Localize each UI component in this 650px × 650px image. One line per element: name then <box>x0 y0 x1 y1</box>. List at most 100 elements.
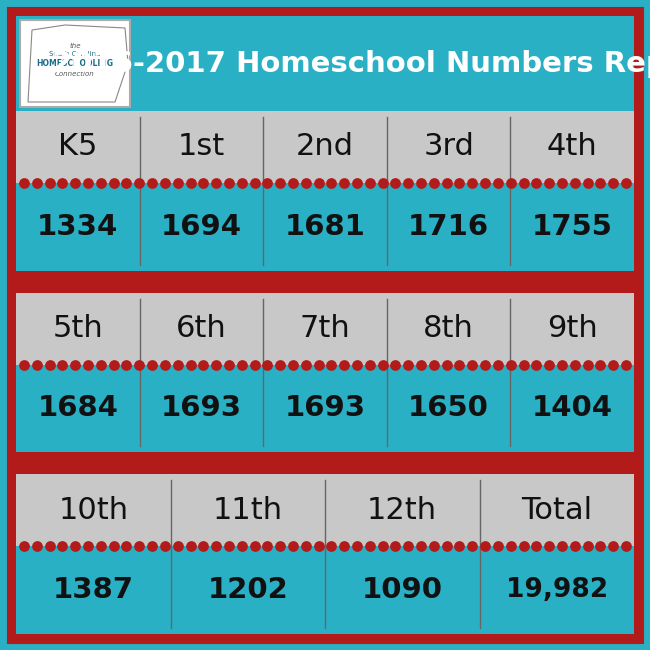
Point <box>134 359 144 370</box>
Point <box>441 541 452 551</box>
Text: 1404: 1404 <box>532 395 613 423</box>
Text: the: the <box>70 42 81 49</box>
Point <box>403 541 413 551</box>
Point <box>57 177 68 188</box>
Text: 1650: 1650 <box>408 395 489 423</box>
Point <box>313 359 324 370</box>
Text: Total: Total <box>521 496 592 525</box>
Point <box>288 177 298 188</box>
Point <box>608 359 618 370</box>
Point <box>454 359 465 370</box>
Point <box>518 541 528 551</box>
Point <box>608 541 618 551</box>
Text: 8th: 8th <box>423 314 474 343</box>
Point <box>493 177 503 188</box>
Point <box>172 359 183 370</box>
Point <box>172 177 183 188</box>
Point <box>595 359 606 370</box>
Point <box>480 177 490 188</box>
Bar <box>20 20 130 107</box>
Point <box>185 359 196 370</box>
Point <box>313 541 324 551</box>
Point <box>185 541 196 551</box>
Point <box>339 177 350 188</box>
Point <box>300 359 311 370</box>
Point <box>96 541 106 551</box>
Point <box>224 177 234 188</box>
Point <box>147 541 157 551</box>
Point <box>262 177 272 188</box>
Point <box>544 359 554 370</box>
Point <box>569 359 580 370</box>
Text: 12th: 12th <box>367 496 437 525</box>
Text: 1202: 1202 <box>207 576 288 604</box>
Point <box>428 359 439 370</box>
Point <box>224 359 234 370</box>
Text: 1694: 1694 <box>161 213 242 240</box>
Bar <box>16 183 634 270</box>
Point <box>300 541 311 551</box>
Point <box>288 359 298 370</box>
Point <box>480 541 490 551</box>
Bar <box>16 546 634 634</box>
Bar <box>16 111 634 183</box>
Point <box>147 359 157 370</box>
Point <box>493 541 503 551</box>
Point <box>83 541 93 551</box>
Point <box>262 541 272 551</box>
Point <box>365 177 375 188</box>
Point <box>44 359 55 370</box>
Point <box>70 359 81 370</box>
Point <box>339 359 350 370</box>
Point <box>582 359 593 370</box>
Point <box>569 541 580 551</box>
Point <box>109 359 119 370</box>
Point <box>288 541 298 551</box>
Point <box>518 359 528 370</box>
Point <box>582 541 593 551</box>
Point <box>109 177 119 188</box>
Point <box>365 359 375 370</box>
Point <box>506 359 516 370</box>
Point <box>224 541 234 551</box>
Point <box>441 177 452 188</box>
Point <box>211 359 222 370</box>
Point <box>19 359 29 370</box>
Point <box>326 359 337 370</box>
Point <box>134 177 144 188</box>
Point <box>390 359 400 370</box>
Point <box>428 541 439 551</box>
Text: 1334: 1334 <box>37 213 118 240</box>
Point <box>250 541 260 551</box>
Bar <box>16 474 634 546</box>
Text: 1681: 1681 <box>285 213 365 240</box>
Text: 1693: 1693 <box>285 395 365 423</box>
Point <box>378 541 388 551</box>
Point <box>83 177 93 188</box>
Point <box>275 541 285 551</box>
Point <box>44 177 55 188</box>
Point <box>493 359 503 370</box>
Point <box>428 177 439 188</box>
Bar <box>16 270 634 292</box>
Point <box>467 177 478 188</box>
Point <box>352 541 362 551</box>
Point <box>531 177 541 188</box>
Text: South Carolina: South Carolina <box>49 51 101 57</box>
Point <box>96 359 106 370</box>
Point <box>160 541 170 551</box>
Point <box>172 541 183 551</box>
Point <box>467 541 478 551</box>
Point <box>198 359 209 370</box>
Point <box>390 541 400 551</box>
Point <box>582 177 593 188</box>
Point <box>390 177 400 188</box>
Text: 2016-2017 Homeschool Numbers Report: 2016-2017 Homeschool Numbers Report <box>51 49 650 77</box>
Text: 1684: 1684 <box>37 395 118 423</box>
Point <box>569 177 580 188</box>
Point <box>19 541 29 551</box>
Text: 1755: 1755 <box>532 213 613 240</box>
Point <box>557 359 567 370</box>
Text: 4th: 4th <box>547 133 597 161</box>
Point <box>326 177 337 188</box>
